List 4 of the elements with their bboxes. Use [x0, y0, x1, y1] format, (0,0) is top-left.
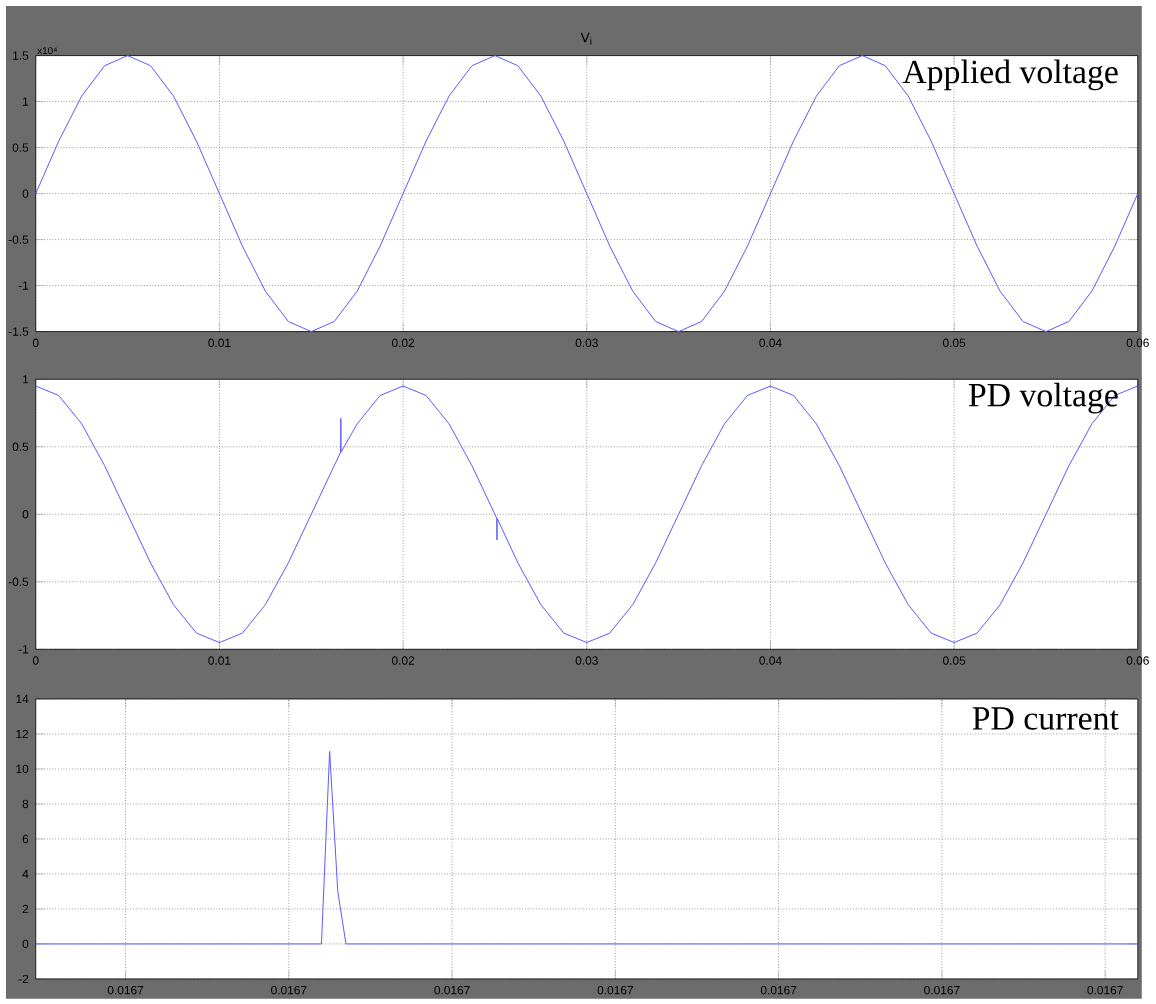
annotation: Applied voltage [902, 59, 1118, 90]
line-series [35, 385, 1139, 643]
annotation: PD current [972, 706, 1119, 730]
annotation: PD voltage [968, 382, 1118, 414]
